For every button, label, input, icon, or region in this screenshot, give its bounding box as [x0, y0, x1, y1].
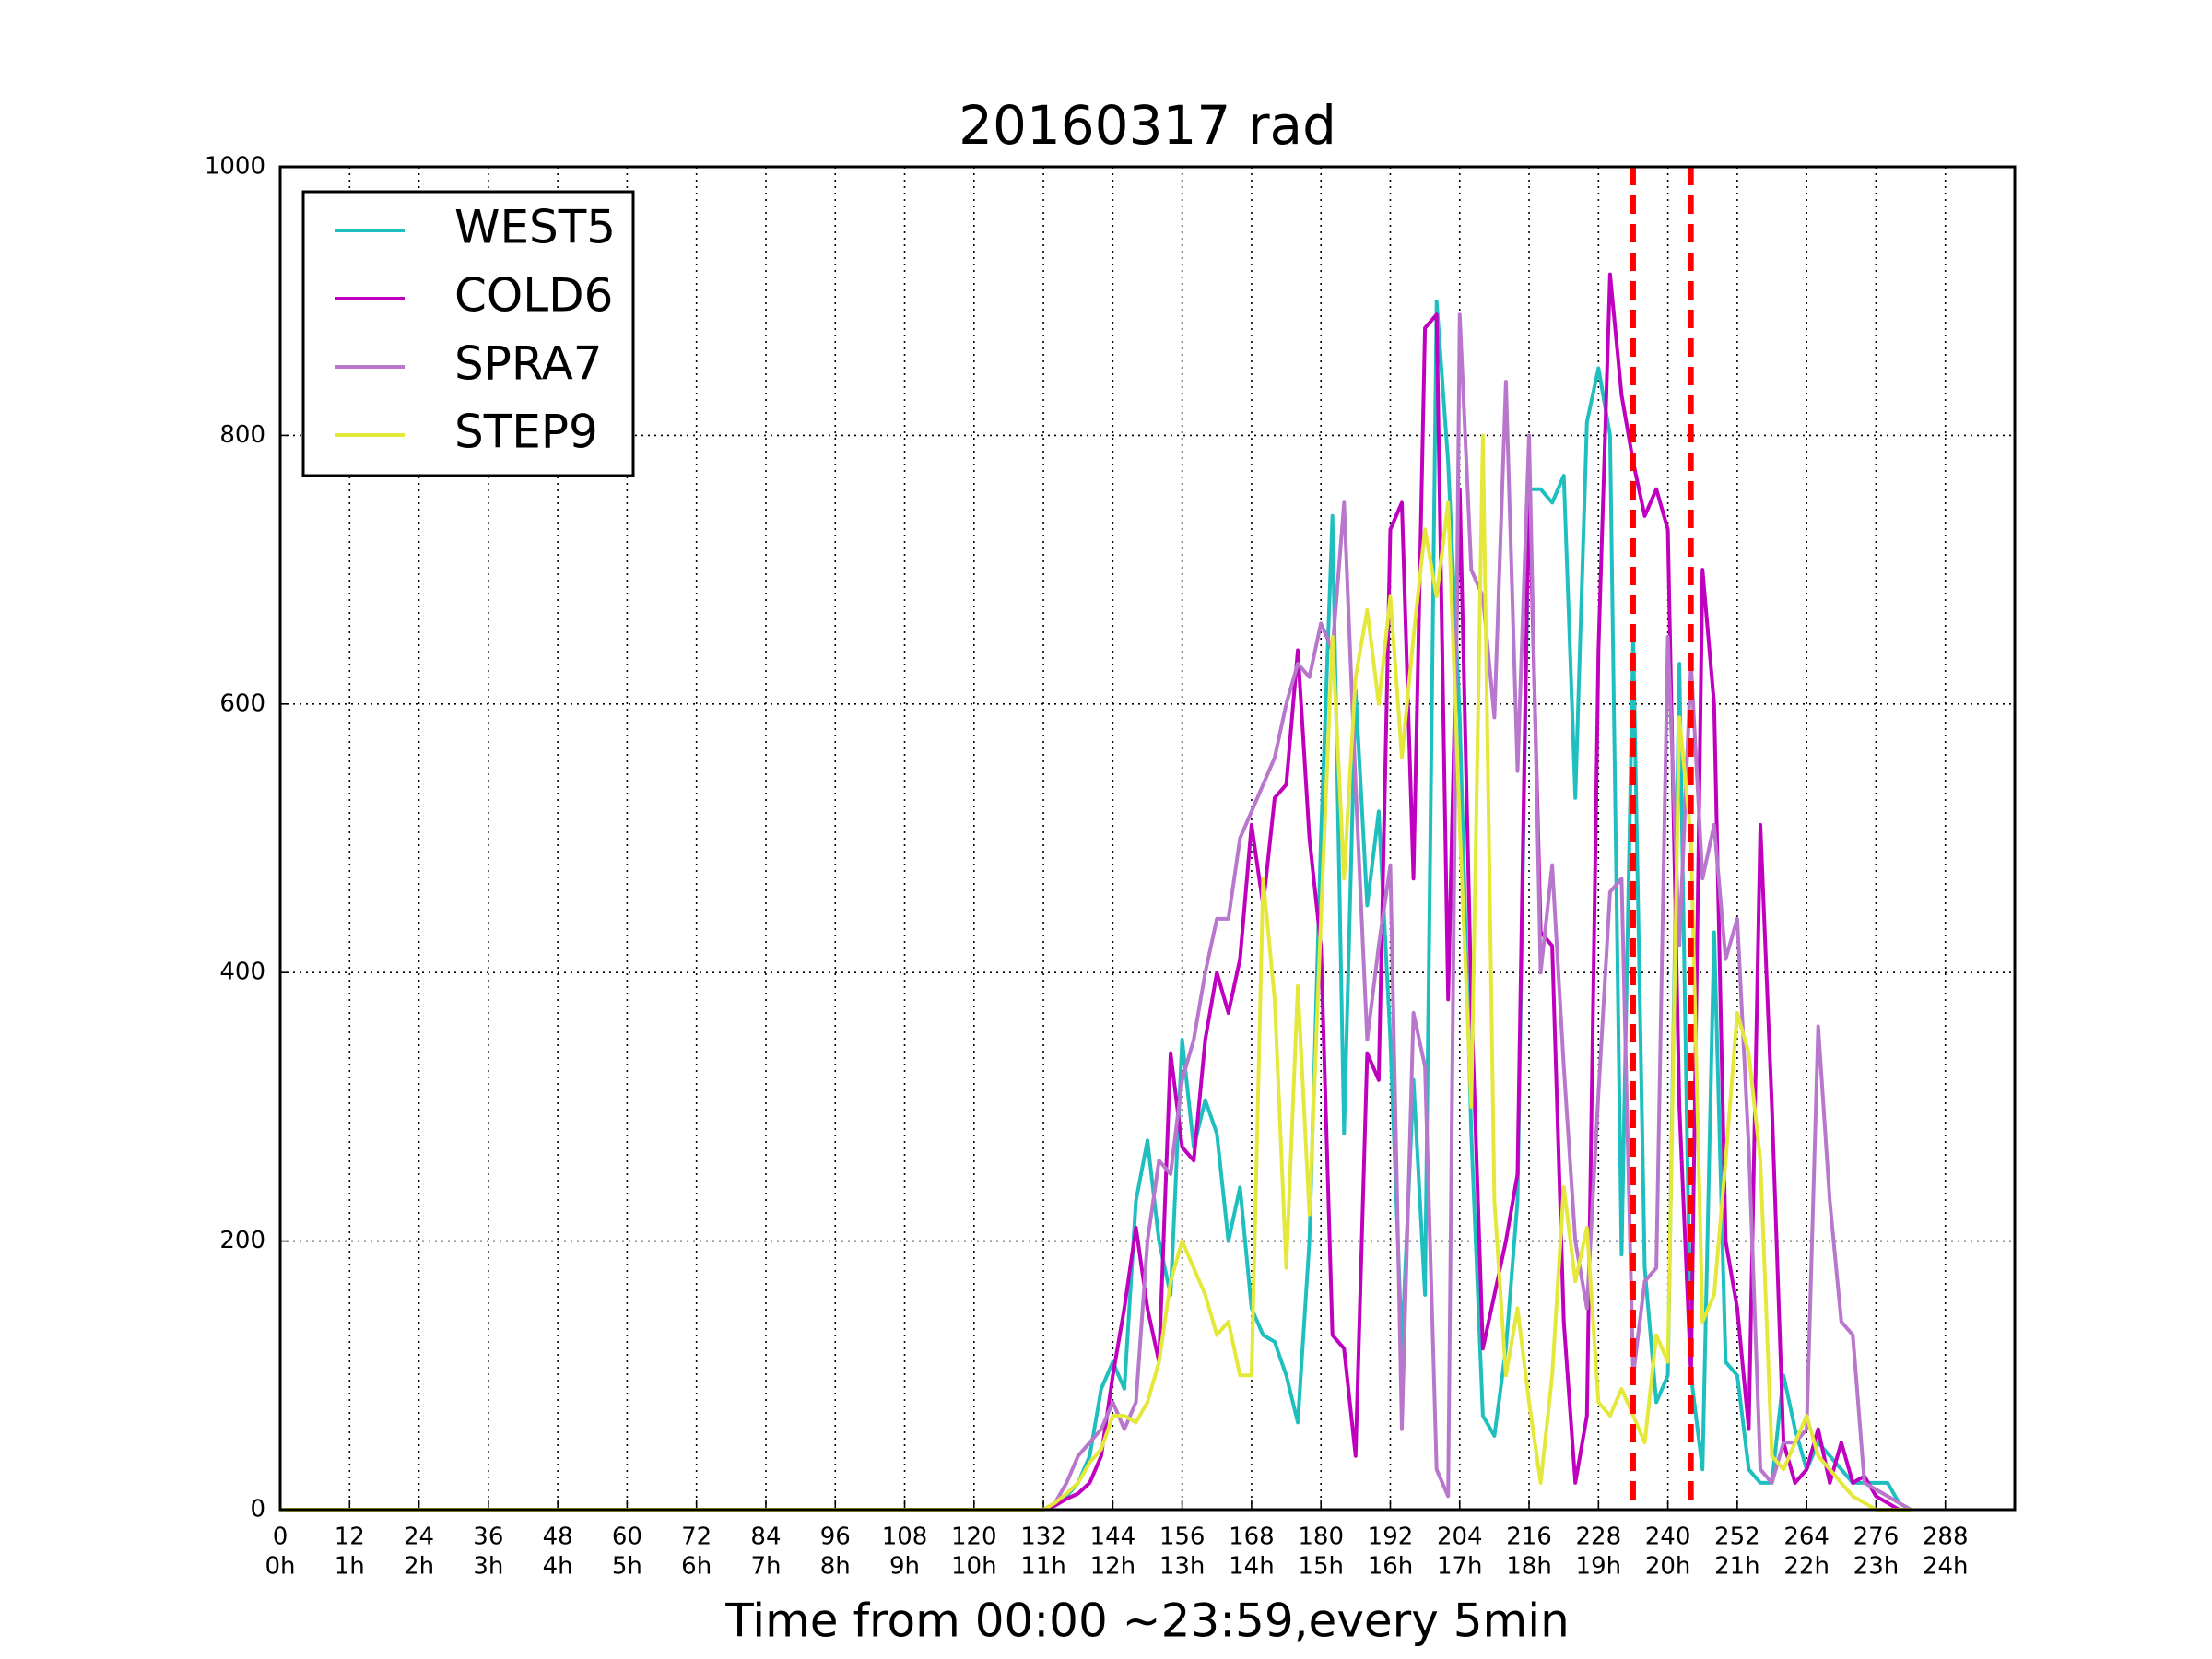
series-line	[280, 433, 1912, 1512]
x-tick-label: 168	[1229, 1524, 1275, 1551]
x-tick-label: 24	[404, 1524, 434, 1551]
x-tick-hour: 4h	[543, 1553, 573, 1581]
x-tick-label: 96	[820, 1524, 851, 1551]
x-tick-label: 240	[1645, 1524, 1691, 1551]
x-tick-hour: 2h	[404, 1553, 434, 1581]
x-tick-label: 48	[543, 1524, 573, 1551]
x-tick-hour: 15h	[1298, 1553, 1344, 1581]
x-tick-hour: 19h	[1576, 1553, 1622, 1581]
x-tick-label: 84	[750, 1524, 781, 1551]
x-tick-label: 60	[612, 1524, 642, 1551]
x-tick-label: 264	[1783, 1524, 1830, 1551]
x-tick-label: 204	[1437, 1524, 1483, 1551]
x-tick-hour: 13h	[1159, 1553, 1206, 1581]
x-tick-hour: 20h	[1645, 1553, 1691, 1581]
x-tick-label: 36	[473, 1524, 503, 1551]
x-tick-hour: 16h	[1368, 1553, 1414, 1581]
x-tick-hour: 8h	[820, 1553, 851, 1581]
series-line	[280, 272, 1912, 1512]
x-tick-label: 180	[1298, 1524, 1344, 1551]
x-tick-label: 120	[951, 1524, 997, 1551]
x-tick-label: 132	[1020, 1524, 1066, 1551]
legend-label: STEP9	[454, 406, 598, 459]
x-tick-label: 156	[1159, 1524, 1206, 1551]
y-tick-label: 0	[250, 1496, 265, 1524]
x-tick-hour: 7h	[750, 1553, 781, 1581]
x-tick-hour: 14h	[1229, 1553, 1275, 1581]
x-tick-label: 192	[1368, 1524, 1414, 1551]
legend-label: COLD6	[454, 269, 613, 323]
x-tick-hour: 11h	[1020, 1553, 1066, 1581]
x-tick-label: 228	[1575, 1524, 1621, 1551]
x-tick-label: 12	[335, 1524, 365, 1551]
x-tick-label: 144	[1090, 1524, 1136, 1551]
x-tick-hour: 12h	[1090, 1553, 1136, 1581]
x-tick-hour: 5h	[612, 1553, 642, 1581]
x-tick-label: 276	[1853, 1524, 1900, 1551]
x-tick-hour: 1h	[335, 1553, 365, 1581]
x-tick-label: 288	[1923, 1524, 1969, 1551]
x-tick-hour: 3h	[473, 1553, 503, 1581]
chart-title: 20160317 rad	[959, 94, 1336, 157]
x-tick-hour: 21h	[1714, 1553, 1760, 1581]
x-axis-label: Time from 00:00 ~23:59,every 5min	[724, 1594, 1570, 1648]
x-tick-hour: 24h	[1923, 1553, 1969, 1581]
x-tick-hour: 6h	[681, 1553, 712, 1581]
x-tick-label: 0	[273, 1524, 288, 1551]
x-tick-label: 252	[1714, 1524, 1760, 1551]
x-tick-hour: 17h	[1437, 1553, 1483, 1581]
x-tick-hour: 22h	[1783, 1553, 1830, 1581]
y-tick-label: 800	[219, 421, 265, 449]
legend-label: SPRA7	[454, 337, 603, 391]
x-tick-label: 216	[1506, 1524, 1552, 1551]
y-tick-label: 600	[219, 689, 265, 717]
x-tick-label: 108	[882, 1524, 928, 1551]
x-tick-hour: 9h	[889, 1553, 920, 1581]
y-tick-label: 400	[219, 959, 265, 986]
series-line	[280, 312, 1912, 1512]
legend-box	[301, 190, 635, 477]
y-tick-label: 1000	[205, 153, 265, 181]
plot-frame	[278, 165, 2017, 1512]
legend-label: WEST5	[454, 201, 616, 254]
x-tick-hour: 18h	[1506, 1553, 1552, 1581]
x-tick-hour: 23h	[1853, 1553, 1900, 1581]
y-tick-label: 200	[219, 1227, 265, 1254]
x-tick-hour: 10h	[951, 1553, 997, 1581]
x-tick-label: 72	[681, 1524, 712, 1551]
x-tick-hour: 0h	[265, 1553, 295, 1581]
